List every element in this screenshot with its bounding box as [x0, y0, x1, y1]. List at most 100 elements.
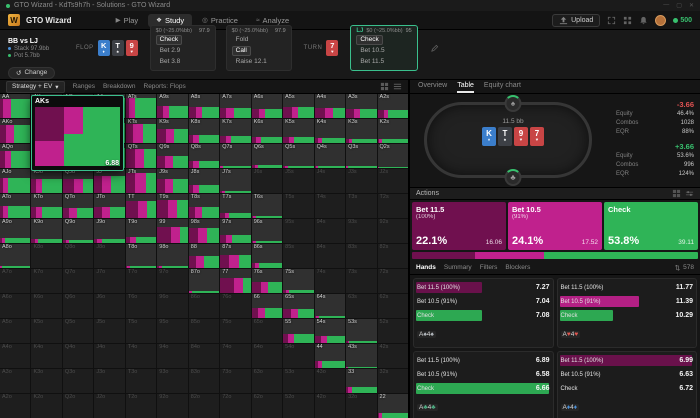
matrix-cell-t7o[interactable]: T7o [125, 269, 157, 293]
matrix-cell-k7s[interactable]: K7s [220, 119, 251, 143]
tab-reports-flops[interactable]: Reports: Flops [143, 83, 186, 90]
matrix-cell-88[interactable]: 88 [188, 244, 220, 268]
matrix-cell-t8o[interactable]: T8o [125, 244, 157, 268]
matrix-cell-t3o[interactable]: T3o [125, 369, 157, 393]
matrix-cell-jts[interactable]: JTs [125, 169, 157, 193]
user-avatar[interactable] [655, 14, 667, 26]
matrix-cell-43o[interactable]: 43o [314, 369, 346, 393]
seat-hero[interactable]: ♣ [504, 169, 522, 186]
matrix-cell-q4o[interactable]: Q4o [62, 344, 94, 368]
action-box-bet-10-5[interactable]: Bet 10.5 (91%) 24.1% 17.52 [508, 202, 602, 250]
action-box-check[interactable]: Check 53.8% 39.11 [604, 202, 698, 250]
node-action-call[interactable]: Call [231, 46, 251, 56]
hand-card-ad4d[interactable]: Bet 11.5 (100%) 6.99 Bet 10.5 (91%) 6.63 Che… [556, 351, 697, 418]
matrix-cell-a2s[interactable]: A2s [377, 94, 408, 118]
matrix-cell-a8s[interactable]: A8s [188, 94, 220, 118]
matrix-cell-42o[interactable]: 42o [314, 394, 346, 418]
matrix-cell-q4s[interactable]: Q4s [314, 144, 346, 168]
matrix-cell-a5s[interactable]: A5s [283, 94, 314, 118]
matrix-cell-83s[interactable]: 83s [346, 244, 377, 268]
matrix-cell-aqo[interactable]: AQo [0, 144, 31, 168]
matrix-cell-kto[interactable]: KTo [31, 194, 62, 218]
node-action-bet-11-5[interactable]: Bet 11.5 [360, 58, 385, 65]
tab-analyze[interactable]: ≈ Analyze [255, 15, 290, 25]
matrix-cell-a7o[interactable]: A7o [0, 269, 31, 293]
matrix-cell-k6s[interactable]: K6s [251, 119, 283, 143]
matrix-cell-aa[interactable]: AA [0, 94, 31, 118]
matrix-cell-t3s[interactable]: T3s [346, 194, 377, 218]
matrix-cell-q5o[interactable]: Q5o [62, 319, 94, 343]
matrix-cell-32o[interactable]: 32o [346, 394, 377, 418]
matrix-cell-a6s[interactable]: A6s [251, 94, 283, 118]
matrix-cell-a4o[interactable]: A4o [0, 344, 31, 368]
matrix-cell-a3o[interactable]: A3o [0, 369, 31, 393]
matrix-cell-k3s[interactable]: K3s [346, 119, 377, 143]
matrix-cell-33[interactable]: 33 [346, 369, 377, 393]
tab-ranges[interactable]: Ranges [72, 83, 95, 90]
matrix-cell-85s[interactable]: 85s [283, 244, 314, 268]
matrix-cell-k3o[interactable]: K3o [31, 369, 62, 393]
matrix-cell-q2o[interactable]: Q2o [62, 394, 94, 418]
matrix-cell-q8o[interactable]: Q8o [62, 244, 94, 268]
list-view-icon[interactable] [393, 82, 402, 91]
matrix-cell-97o[interactable]: 97o [157, 269, 188, 293]
tab-practice[interactable]: ◎ Practice [202, 15, 238, 25]
matrix-cell-22[interactable]: 22 [377, 394, 408, 418]
matrix-cell-q9s[interactable]: Q9s [157, 144, 188, 168]
matrix-cell-74s[interactable]: 74s [314, 269, 346, 293]
node-action-check[interactable]: Check [155, 35, 183, 45]
matrix-cell-j9o[interactable]: J9o [94, 219, 125, 243]
matrix-cell-73s[interactable]: 73s [346, 269, 377, 293]
matrix-cell-j6o[interactable]: J6o [94, 294, 125, 318]
matrix-cell-98s[interactable]: 98s [188, 219, 220, 243]
matrix-cell-63s[interactable]: 63s [346, 294, 377, 318]
matrix-cell-j4o[interactable]: J4o [94, 344, 125, 368]
matrix-cell-t9s[interactable]: T9s [157, 194, 188, 218]
matrix-cell-t9o[interactable]: T9o [125, 219, 157, 243]
matrix-cell-65o[interactable]: 65o [251, 319, 283, 343]
matrix-cell-92o[interactable]: 92o [157, 394, 188, 418]
matrix-cell-a7s[interactable]: A7s [220, 94, 251, 118]
matrix-cell-66[interactable]: 66 [251, 294, 283, 318]
matrix-cell-q7o[interactable]: Q7o [62, 269, 94, 293]
matrix-cell-64s[interactable]: 64s [314, 294, 346, 318]
matrix-cell-k2o[interactable]: K2o [31, 394, 62, 418]
matrix-cell-74o[interactable]: 74o [220, 344, 251, 368]
matrix-cell-93s[interactable]: 93s [346, 219, 377, 243]
matrix-cell-42s[interactable]: 42s [377, 344, 408, 368]
matrix-cell-86s[interactable]: 86s [251, 244, 283, 268]
matrix-cell-t4o[interactable]: T4o [125, 344, 157, 368]
seat-villain[interactable]: ♠ [504, 95, 522, 112]
matrix-cell-t4s[interactable]: T4s [314, 194, 346, 218]
matrix-cell-54s[interactable]: 54s [314, 319, 346, 343]
matrix-cell-77[interactable]: 77 [220, 269, 251, 293]
node-action-raise-12-1[interactable]: Raise 12.1 [235, 58, 267, 65]
matrix-cell-t5o[interactable]: T5o [125, 319, 157, 343]
token-balance[interactable]: 500 [673, 17, 692, 24]
matrix-cell-55[interactable]: 55 [283, 319, 314, 343]
node-action-check[interactable]: Check [356, 35, 383, 45]
tab-filters[interactable]: Filters [479, 264, 498, 271]
matrix-cell-q7s[interactable]: Q7s [220, 144, 251, 168]
matrix-cell-jto[interactable]: JTo [94, 194, 125, 218]
node-action-bet-2-9[interactable]: Bet 2.9 [159, 47, 181, 54]
action-box-bet-11-5[interactable]: Bet 11.5 (100%) 22.1% 16.06 [412, 202, 506, 250]
tab-table[interactable]: Table [457, 80, 474, 93]
matrix-cell-a9s[interactable]: A9s [157, 94, 188, 118]
matrix-cell-q9o[interactable]: Q9o [62, 219, 94, 243]
matrix-cell-ats[interactable]: ATs [125, 94, 157, 118]
matrix-cell-94s[interactable]: 94s [314, 219, 346, 243]
tab-breakdown[interactable]: Breakdown [102, 83, 136, 90]
matrix-cell-j3o[interactable]: J3o [94, 369, 125, 393]
matrix-cell-q3o[interactable]: Q3o [62, 369, 94, 393]
matrix-cell-t8s[interactable]: T8s [188, 194, 220, 218]
node-action-fold[interactable]: Fold [235, 36, 249, 43]
close-icon[interactable]: ✕ [688, 3, 694, 9]
matrix-cell-96s[interactable]: 96s [251, 219, 283, 243]
matrix-cell-k4s[interactable]: K4s [314, 119, 346, 143]
matrix-cell-k7o[interactable]: K7o [31, 269, 62, 293]
change-button[interactable]: ↺ Change [8, 66, 56, 79]
matrix-cell-j3s[interactable]: J3s [346, 169, 377, 193]
matrix-cell-a2o[interactable]: A2o [0, 394, 31, 418]
matrix-cell-k8o[interactable]: K8o [31, 244, 62, 268]
